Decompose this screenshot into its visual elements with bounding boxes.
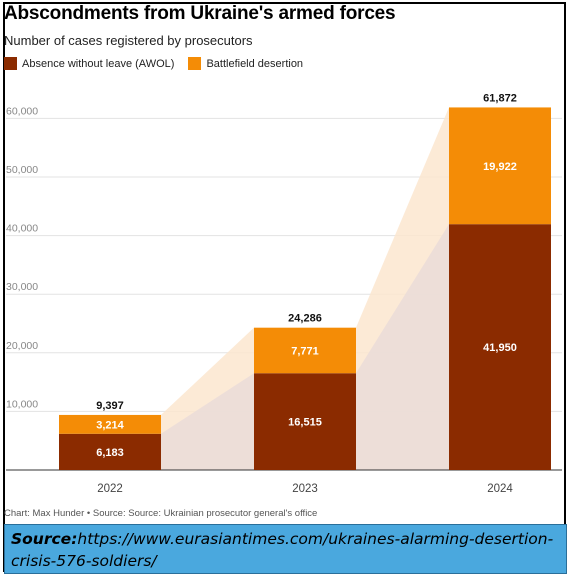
x-tick-label: 2024 xyxy=(487,483,513,495)
source-label: Source: xyxy=(11,530,78,548)
chart-subtitle: Number of cases registered by prosecutor… xyxy=(4,33,253,48)
x-tick-label: 2022 xyxy=(97,483,123,495)
y-tick-label: 50,000 xyxy=(6,164,38,176)
source-link[interactable]: https://www.eurasiantimes.com/ukraines-a… xyxy=(11,530,554,570)
y-tick-label: 30,000 xyxy=(6,281,38,293)
y-tick-label: 40,000 xyxy=(6,223,38,235)
x-tick-label: 2023 xyxy=(292,483,318,495)
y-tick-label: 10,000 xyxy=(6,398,38,410)
y-tick-label: 60,000 xyxy=(6,105,38,117)
data-label-desertion: 3,214 xyxy=(96,419,124,431)
data-label-desertion: 19,922 xyxy=(483,161,517,173)
source-box: Source:https://www.eurasiantimes.com/ukr… xyxy=(4,524,567,574)
legend-label-desertion: Battlefield desertion xyxy=(206,57,304,70)
connector-band-awol xyxy=(356,224,449,470)
legend-item-desertion: Battlefield desertion xyxy=(188,57,303,70)
chart-legend: Absence without leave (AWOL) Battlefield… xyxy=(4,57,317,70)
data-label-desertion: 7,771 xyxy=(291,345,319,357)
data-label-awol: 6,183 xyxy=(96,447,124,459)
bar-awol xyxy=(254,373,356,470)
legend-item-awol: Absence without leave (AWOL) xyxy=(4,57,174,70)
data-label-total: 61,872 xyxy=(483,92,517,104)
chart-credit: Chart: Max Hunder • Source: Source: Ukra… xyxy=(4,508,318,519)
legend-swatch-desertion xyxy=(188,57,202,70)
data-label-awol: 41,950 xyxy=(483,342,517,354)
chart-title: Abscondments from Ukraine's armed forces xyxy=(4,3,396,24)
connector-band-awol xyxy=(161,373,254,470)
bar-desertion xyxy=(59,414,161,434)
chart-plot: 10,000 20,000 30,000 40,000 50,000 60,000 6,18… xyxy=(6,92,562,495)
bar-awol xyxy=(59,433,161,470)
data-label-awol: 16,515 xyxy=(288,417,322,429)
bar-desertion xyxy=(449,107,551,225)
bar-desertion xyxy=(254,327,356,374)
bar-awol xyxy=(449,224,551,470)
legend-label-awol: Absence without leave (AWOL) xyxy=(22,57,175,70)
y-tick-label: 20,000 xyxy=(6,340,38,352)
data-label-total: 24,286 xyxy=(288,313,322,325)
data-label-total: 9,397 xyxy=(96,400,124,412)
legend-swatch-awol xyxy=(4,57,17,70)
